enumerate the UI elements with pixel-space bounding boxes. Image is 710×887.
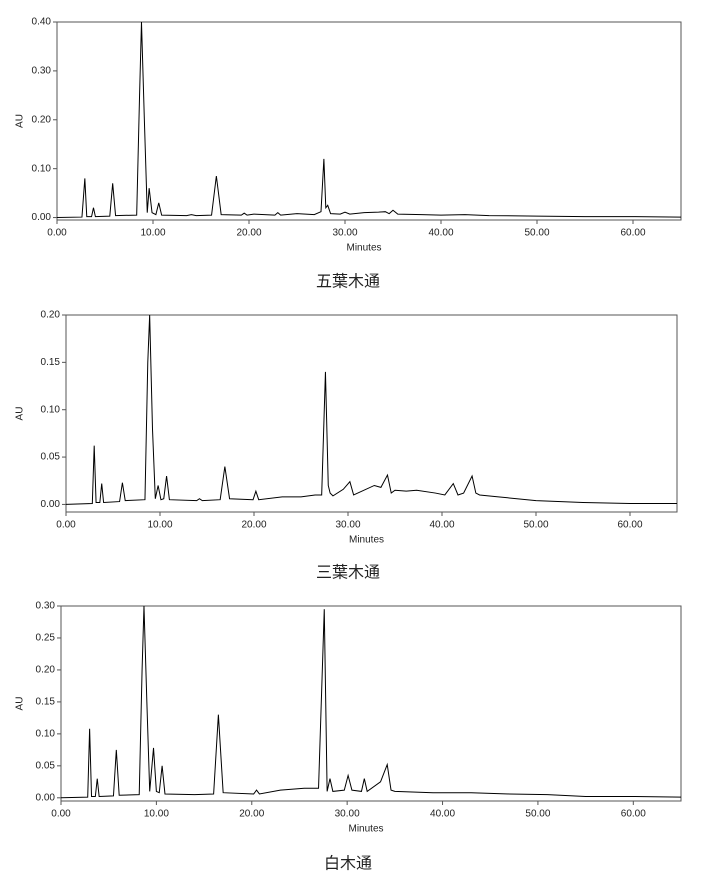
y-tick-label: 0.30	[32, 66, 52, 77]
y-tick-label: 0.05	[36, 760, 56, 771]
x-tick-label: 10.00	[147, 520, 172, 531]
x-tick-label: 40.00	[428, 228, 453, 239]
chart-panel: 0.00 0.05 0.10 0.15 0.20 0.00 10.00 20.00 30.00 4…	[15, 310, 678, 582]
y-tick-label: 0.00	[32, 212, 52, 223]
x-tick-label: 0.00	[56, 520, 76, 531]
x-axis-label: Minutes	[348, 824, 383, 835]
chart-caption: 白木通	[324, 854, 372, 873]
x-tick-label: 50.00	[525, 809, 550, 820]
y-tick-label: 0.00	[36, 792, 56, 803]
x-tick-label: 10.00	[144, 809, 169, 820]
y-tick-label: 0.20	[36, 665, 56, 676]
y-axis-label: AU	[15, 697, 26, 711]
x-tick-label: 20.00	[241, 520, 266, 531]
x-tick-label: 50.00	[523, 520, 548, 531]
x-tick-label: 30.00	[332, 228, 357, 239]
x-tick-label: 20.00	[239, 809, 264, 820]
y-tick-label: 0.40	[32, 17, 52, 28]
x-tick-label: 10.00	[140, 228, 165, 239]
x-tick-label: 30.00	[335, 809, 360, 820]
y-tick-label: 0.15	[36, 697, 56, 708]
x-tick-label: 40.00	[430, 809, 455, 820]
chart-panel: 0.00 0.05 0.10 0.15 0.20 0.25 0.30 0.00 10.00 20.…	[15, 601, 682, 873]
x-tick-label: 0.00	[51, 809, 71, 820]
y-tick-label: 0.20	[41, 310, 61, 321]
x-axis-label: Minutes	[346, 243, 381, 254]
x-tick-label: 30.00	[335, 520, 360, 531]
y-tick-label: 0.25	[36, 633, 56, 644]
x-tick-label: 60.00	[617, 520, 642, 531]
plot-frame	[65, 314, 678, 513]
y-tick-label: 0.30	[36, 601, 56, 612]
x-tick-label: 50.00	[524, 228, 549, 239]
chart-caption: 五葉木通	[316, 272, 380, 291]
y-tick-label: 0.00	[41, 499, 61, 510]
chart-panel: 0.00 0.10 0.20 0.30 0.40 0.00 10.00 20.00 30.00 4…	[15, 17, 682, 291]
x-tick-label: 0.00	[47, 228, 67, 239]
y-tick-label: 0.05	[41, 452, 61, 463]
x-tick-label: 60.00	[620, 228, 645, 239]
x-tick-label: 40.00	[429, 520, 454, 531]
plot-frame	[60, 605, 682, 802]
chromatogram-trace	[66, 315, 677, 505]
y-tick-label: 0.20	[32, 114, 52, 125]
y-tick-label: 0.10	[41, 404, 61, 415]
y-tick-label: 0.10	[32, 163, 52, 174]
plot-frame	[56, 21, 682, 221]
x-tick-label: 60.00	[621, 809, 646, 820]
y-tick-label: 0.10	[36, 729, 56, 740]
chromatogram-trace	[61, 606, 681, 799]
x-axis-label: Minutes	[349, 535, 384, 546]
chromatogram-trace	[57, 22, 681, 219]
y-axis-label: AU	[15, 114, 26, 128]
chart-caption: 三葉木通	[316, 563, 380, 582]
y-axis-label: AU	[15, 407, 26, 421]
x-tick-label: 20.00	[236, 228, 261, 239]
y-tick-label: 0.15	[41, 357, 61, 368]
